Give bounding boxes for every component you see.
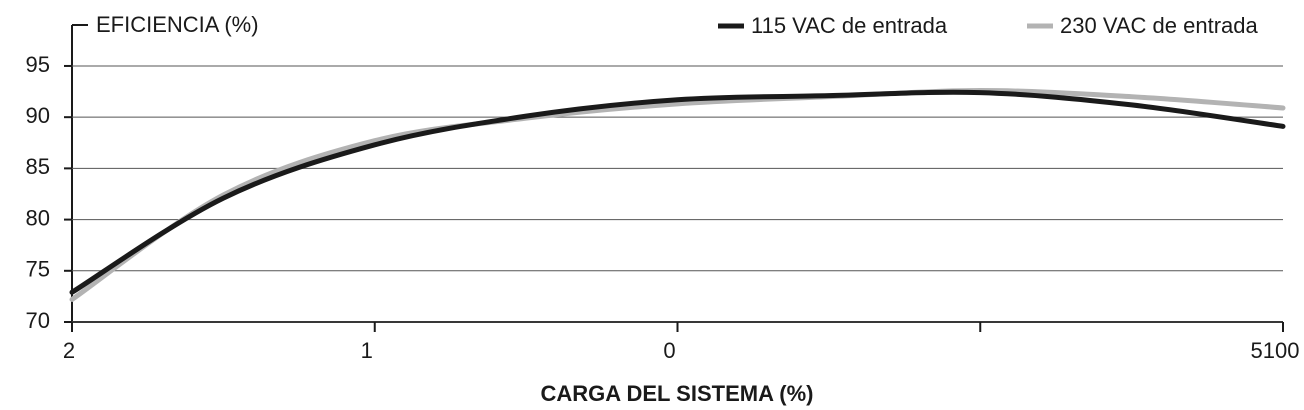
y-tick-label: 80 [26,205,50,230]
y-tick-label: 95 [26,52,50,77]
x-tick-label: 2 [63,338,75,363]
x-tick-label: 5100 [1251,338,1300,363]
series-line [69,88,1286,302]
y-tick-label: 85 [26,154,50,179]
x-tick-label: 0 [663,338,675,363]
legend-label: 230 VAC de entrada [1060,13,1258,38]
x-tick-label: 1 [361,338,373,363]
legend-label: 115 VAC de entrada [751,13,948,38]
y-tick-label: 75 [26,257,50,282]
y-tick-label: 70 [26,308,50,333]
y-tick-label: 90 [26,103,50,128]
x-axis-title: CARGA DEL SISTEMA (%) [541,381,814,406]
y-axis-title: EFICIENCIA (%) [96,12,259,37]
series-line [69,89,1286,295]
